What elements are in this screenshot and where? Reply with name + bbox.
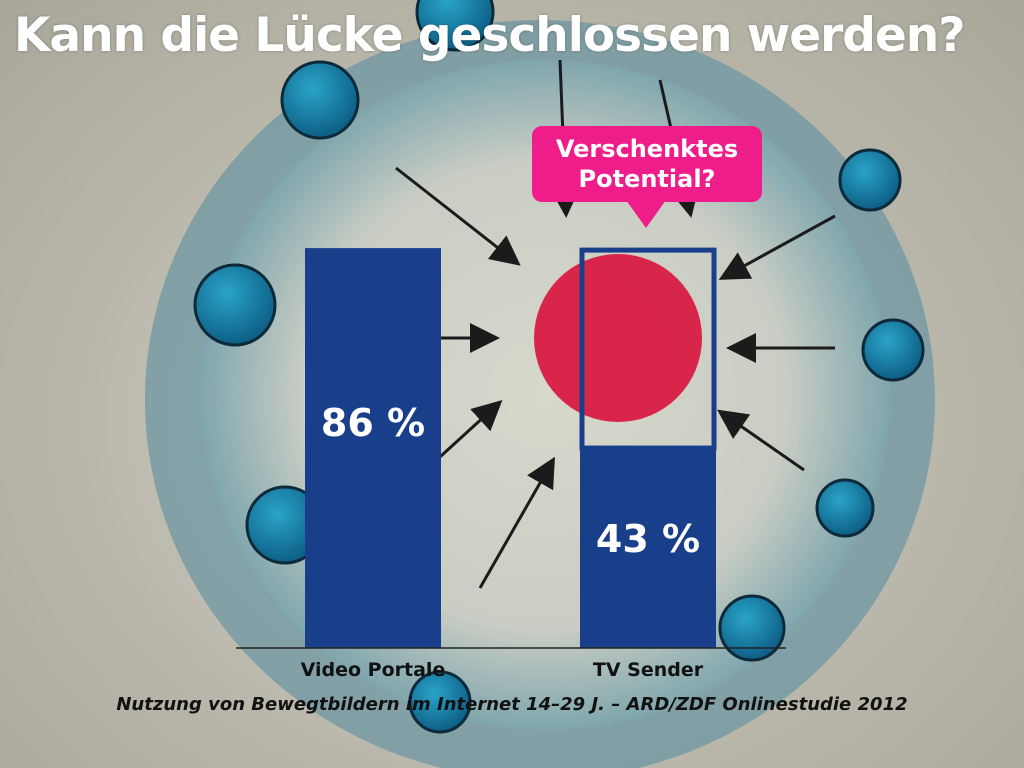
bar-value-label: 86 % xyxy=(321,401,425,445)
callout-line-1: Verschenktes xyxy=(555,135,739,163)
category-label: TV Sender xyxy=(593,659,704,681)
labels-layer: 86 % Video Portale 43 % TV Sender xyxy=(301,401,704,681)
bar-1 xyxy=(580,448,716,648)
bar-0 xyxy=(305,248,441,648)
potential-gap-outline xyxy=(579,247,717,451)
page-title: Kann die Lücke geschlossen werden? xyxy=(14,8,965,63)
bar-value-label: 43 % xyxy=(596,517,700,561)
bars-layer xyxy=(305,247,717,648)
callout-line-2: Potential? xyxy=(578,165,716,193)
target-center xyxy=(534,254,702,422)
source-note: Nutzung von Bewegtbildern im Internet 14… xyxy=(116,694,908,715)
potential-callout: Verschenktes Potential? xyxy=(532,126,762,202)
category-label: Video Portale xyxy=(301,659,446,681)
callout-pointer xyxy=(626,200,666,228)
decorative-dots xyxy=(193,0,925,734)
